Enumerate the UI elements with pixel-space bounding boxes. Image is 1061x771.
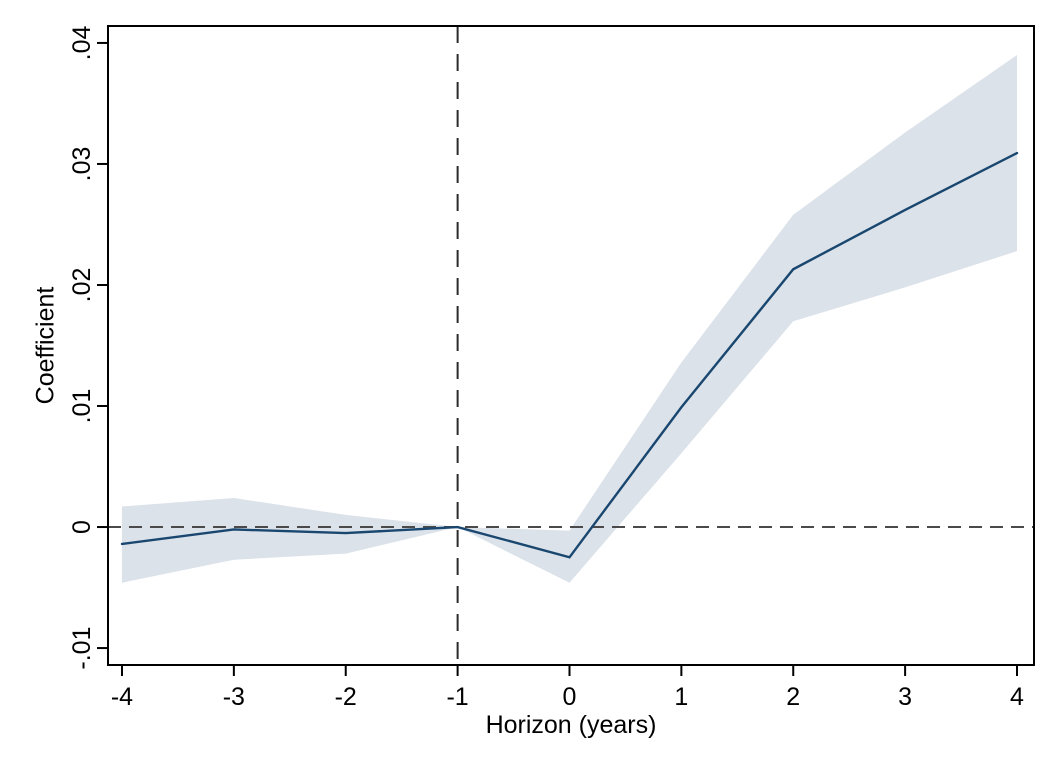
x-axis-tick-label: -4: [111, 683, 133, 711]
y-axis-tick-label: .01: [68, 389, 96, 424]
y-axis-tick-label: -.01: [68, 627, 96, 670]
y-axis-tick-label: .03: [68, 147, 96, 182]
x-axis-tick-label: 2: [786, 683, 800, 711]
y-axis-tick-label: .04: [68, 25, 96, 60]
y-axis-tick-label: 0: [68, 520, 96, 534]
coefficient-line: [120, 151, 1019, 559]
x-axis-tick-label: -2: [335, 683, 357, 711]
x-axis-tick-label: -3: [223, 683, 245, 711]
y-axis-tick-label: .02: [68, 268, 96, 303]
x-axis-tick-label: 1: [674, 683, 688, 711]
x-axis-tick-label: -1: [446, 683, 468, 711]
confidence-band: [121, 55, 1017, 583]
x-axis-tick-label: 3: [898, 683, 912, 711]
x-axis-tick-label: 4: [1010, 683, 1024, 711]
plot-border: [107, 25, 1035, 666]
x-axis-tick-label: 0: [563, 683, 577, 711]
